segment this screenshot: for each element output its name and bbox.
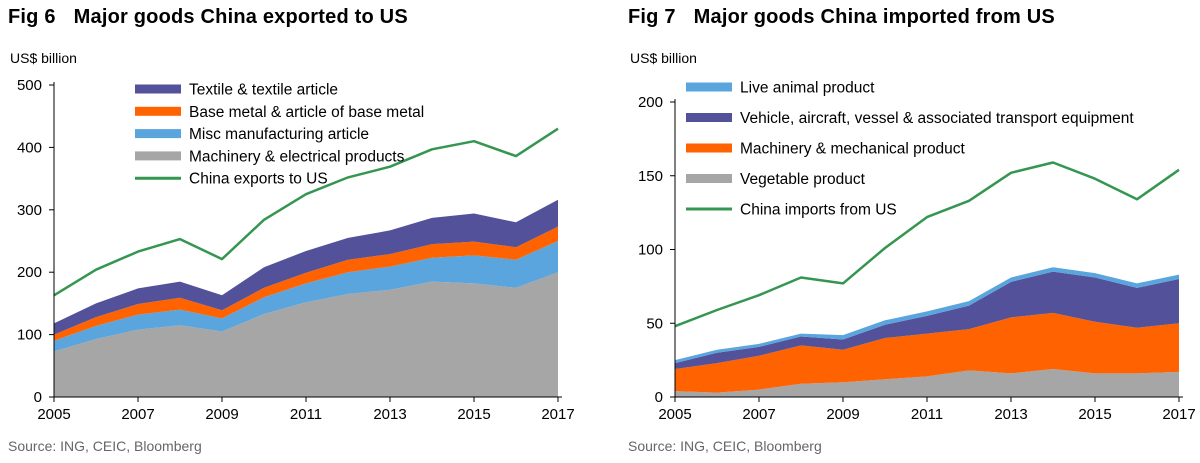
y-tick-label: 200	[17, 264, 42, 281]
x-tick-label: 2015	[457, 406, 490, 423]
fig6-chart: 0 100 200 300 400 500 2005 2007 2009 2011 2013 2015…	[17, 77, 575, 423]
fig-number: Fig 7	[628, 6, 676, 28]
x-tick-label: 2013	[373, 406, 406, 423]
legend-swatch	[135, 129, 181, 139]
line-series	[53, 127, 559, 297]
legend-swatch	[686, 113, 732, 122]
x-tick-label: 2009	[826, 406, 859, 423]
area-series-3	[54, 226, 558, 341]
x-tick-label: 2013	[994, 406, 1027, 423]
area-series-4	[54, 199, 558, 335]
legend-label: Base metal & article of base metal	[189, 104, 424, 121]
y-tick-label: 100	[638, 242, 663, 259]
x-tick-label: 2009	[205, 406, 238, 423]
y-tick-label: 300	[17, 202, 42, 219]
fig-title-text: Major goods China imported from US	[693, 6, 1055, 28]
x-tick-label: 2005	[37, 406, 70, 423]
x-tick-label: 2011	[911, 406, 943, 423]
legend-label: China imports from US	[740, 202, 897, 219]
y-tick-label: 50	[646, 315, 663, 332]
x-tick-label: 2005	[658, 406, 691, 423]
y-tick-label: 0	[655, 389, 663, 406]
y-tick-label: 400	[17, 139, 42, 156]
legend-swatch	[135, 151, 181, 161]
source-note: Source: ING, CEIC, Bloomberg	[628, 438, 822, 454]
x-tick-label: 2007	[742, 406, 775, 423]
fig-title-text: Major goods China exported to US	[73, 6, 408, 28]
y-axis-unit: US$ billion	[630, 50, 697, 66]
legend-label: Vegetable product	[740, 171, 866, 188]
legend-label: Live animal product	[740, 80, 875, 97]
legend-swatch	[686, 143, 732, 153]
legend-swatch	[135, 106, 181, 116]
legend-label: Vehicle, aircraft, vessel & associated t…	[740, 110, 1134, 127]
fig6-panel: Fig 6 Major goods China exported to US US…	[8, 6, 575, 454]
area-series-4	[675, 267, 1179, 364]
x-tick-label: 2007	[121, 406, 154, 423]
legend-swatch	[135, 84, 181, 94]
legend-label: Machinery & mechanical product	[740, 141, 966, 158]
area-series-2	[54, 241, 558, 352]
x-tick-label: 2011	[290, 406, 322, 423]
x-tick-label: 2015	[1078, 406, 1111, 423]
legend-label: Textile & textile article	[189, 82, 338, 99]
x-tick-label: 2017	[1162, 406, 1195, 423]
x-tick-label: 2017	[541, 406, 574, 423]
area-series-1	[54, 272, 558, 397]
y-tick-label: 500	[17, 77, 42, 94]
chart-title: Fig 6 Major goods China exported to US	[8, 6, 408, 29]
legend-label: Misc manufacturing article	[189, 126, 369, 143]
area-series-1	[675, 369, 1179, 397]
area-series-2	[675, 312, 1179, 393]
fig7-panel: Fig 7 Major goods China imported from US …	[620, 0, 1200, 463]
y-tick-label: 100	[17, 327, 42, 344]
fig7-chart: 0 50 100 150 200 2005 2007 2009 2011 2013 2015 2017…	[638, 80, 1196, 424]
legend-swatch	[686, 174, 732, 183]
y-axis-unit: US$ billion	[10, 50, 77, 66]
line-series	[674, 161, 1180, 328]
y-tick-label: 150	[638, 168, 663, 185]
chart-title: Fig 7 Major goods China imported from US	[628, 6, 1055, 29]
legend-label: China exports to US	[189, 171, 328, 188]
legend-swatch	[686, 82, 732, 92]
fig-number: Fig 6	[8, 6, 56, 28]
legend-label: Machinery & electrical products	[189, 148, 405, 165]
y-tick-label: 0	[34, 389, 42, 406]
y-tick-label: 200	[638, 94, 663, 111]
source-note: Source: ING, CEIC, Bloomberg	[8, 438, 202, 454]
area-series-3	[675, 271, 1179, 369]
